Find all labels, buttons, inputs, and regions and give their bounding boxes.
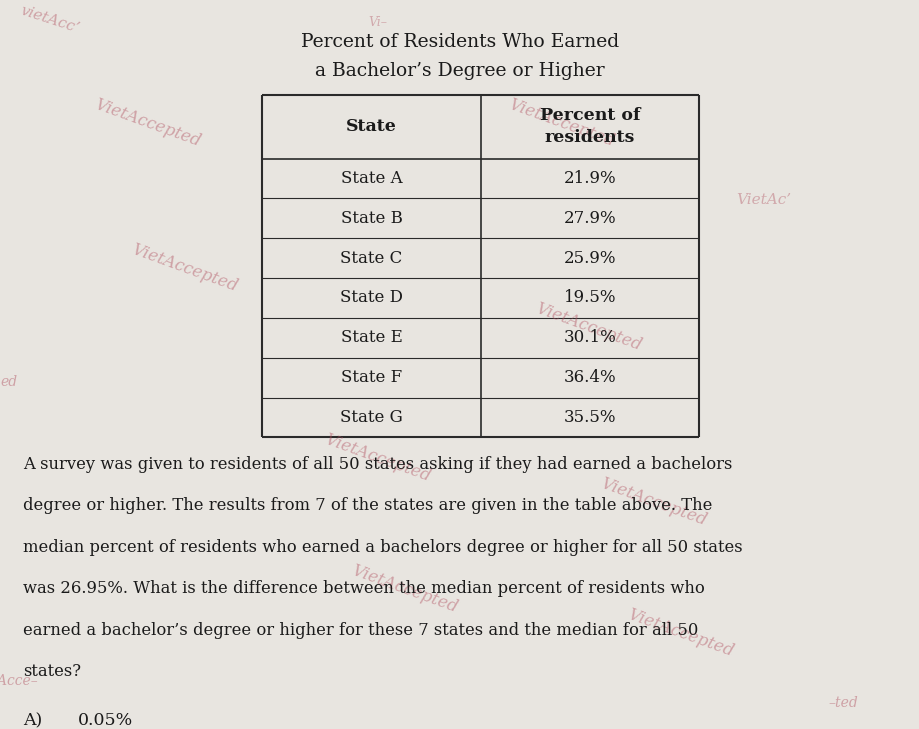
Text: VietAccepted: VietAccepted [597, 475, 708, 529]
Text: State C: State C [340, 249, 403, 267]
Text: State: State [346, 118, 396, 135]
Text: VietAccepted: VietAccepted [129, 241, 239, 295]
Text: 19.5%: 19.5% [563, 289, 616, 306]
Text: State G: State G [340, 409, 403, 426]
Text: 36.4%: 36.4% [563, 369, 616, 386]
Text: VietAccepted: VietAccepted [625, 606, 735, 660]
Text: states?: states? [23, 663, 81, 680]
Text: VietAccepted: VietAccepted [92, 95, 202, 149]
Text: 27.9%: 27.9% [563, 210, 616, 227]
Text: was 26.95%. What is the difference between the median percent of residents who: was 26.95%. What is the difference betwe… [23, 580, 704, 597]
Text: VietAc’: VietAc’ [735, 193, 790, 207]
Text: 0.05%: 0.05% [78, 712, 133, 729]
Text: earned a bachelor’s degree or higher for these 7 states and the median for all 5: earned a bachelor’s degree or higher for… [23, 622, 698, 639]
Text: State E: State E [340, 330, 402, 346]
Text: State A: State A [340, 170, 402, 187]
Text: VietAccepted: VietAccepted [533, 300, 643, 354]
Text: 30.1%: 30.1% [563, 330, 616, 346]
Text: Percent of Residents Who Earned: Percent of Residents Who Earned [301, 33, 618, 51]
Text: a Bachelor’s Degree or Higher: a Bachelor’s Degree or Higher [315, 62, 604, 80]
Text: VietAccepted: VietAccepted [349, 562, 460, 616]
Text: median percent of residents who earned a bachelors degree or higher for all 50 s: median percent of residents who earned a… [23, 539, 742, 555]
Text: degree or higher. The results from 7 of the states are given in the table above.: degree or higher. The results from 7 of … [23, 497, 711, 514]
Text: 25.9%: 25.9% [563, 249, 616, 267]
Text: A survey was given to residents of all 50 states asking if they had earned a bac: A survey was given to residents of all 5… [23, 456, 732, 472]
Text: 21.9%: 21.9% [563, 170, 616, 187]
Text: Vi–: Vi– [368, 15, 387, 28]
Text: *Acce–: *Acce– [0, 674, 39, 688]
Text: VietAccepted: VietAccepted [505, 95, 616, 149]
Text: A): A) [23, 712, 42, 729]
Text: VietAccepted: VietAccepted [322, 431, 432, 485]
Text: Percent of
residents: Percent of residents [539, 107, 640, 147]
Text: vietAcc’: vietAcc’ [18, 4, 81, 36]
Text: 35.5%: 35.5% [563, 409, 616, 426]
Text: –ted: –ted [827, 696, 857, 710]
Text: State B: State B [340, 210, 402, 227]
Text: State D: State D [340, 289, 403, 306]
Text: ed: ed [0, 375, 17, 389]
Text: State F: State F [340, 369, 402, 386]
